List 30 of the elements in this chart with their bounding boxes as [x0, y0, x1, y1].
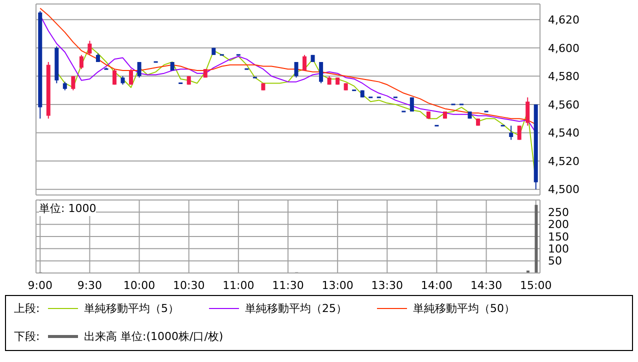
- y-tick-label: 4,580: [548, 70, 580, 84]
- x-tick-label: 13:30: [371, 278, 403, 292]
- x-tick-label: 11:00: [222, 278, 254, 292]
- legend-title: 上段:: [14, 300, 41, 316]
- y-tick-label: 250: [548, 206, 569, 220]
- y-tick-label: 4,540: [548, 126, 580, 140]
- y-tick-label: 50: [548, 254, 562, 268]
- y-tick-label: 4,560: [548, 98, 580, 112]
- y-tick-label: 4,620: [548, 13, 580, 26]
- x-tick-label: 14:00: [420, 278, 453, 292]
- x-tick-label: 15:00: [520, 278, 552, 292]
- annotation: 単位: 1000: [39, 201, 96, 216]
- legend-label: 出来高 単位:(1000株/口/枚): [84, 328, 224, 344]
- legend-label: 単純移動平均（50）: [413, 300, 515, 316]
- y-tick-label: 100: [548, 242, 569, 256]
- x-tick-label: 10:30: [173, 278, 205, 292]
- y-tick-label: 150: [548, 230, 569, 244]
- x-tick-label: 9:00: [28, 278, 52, 292]
- y-tick-label: 4,520: [548, 154, 580, 168]
- y-tick-label: 4,500: [548, 183, 580, 196]
- x-tick-label: 13:00: [322, 278, 354, 292]
- x-tick-label: 10:00: [123, 278, 156, 292]
- x-tick-label: 14:30: [470, 278, 502, 292]
- x-tick-label: 11:30: [272, 278, 304, 292]
- y-tick-label: 200: [548, 218, 569, 232]
- x-tick-label: 9:30: [77, 278, 102, 292]
- y-tick-label: 4,600: [548, 42, 580, 55]
- legend-title: 下段:: [14, 328, 41, 344]
- legend-label: 単純移動平均（25）: [245, 300, 347, 316]
- legend-label: 単純移動平均（5）: [84, 300, 179, 316]
